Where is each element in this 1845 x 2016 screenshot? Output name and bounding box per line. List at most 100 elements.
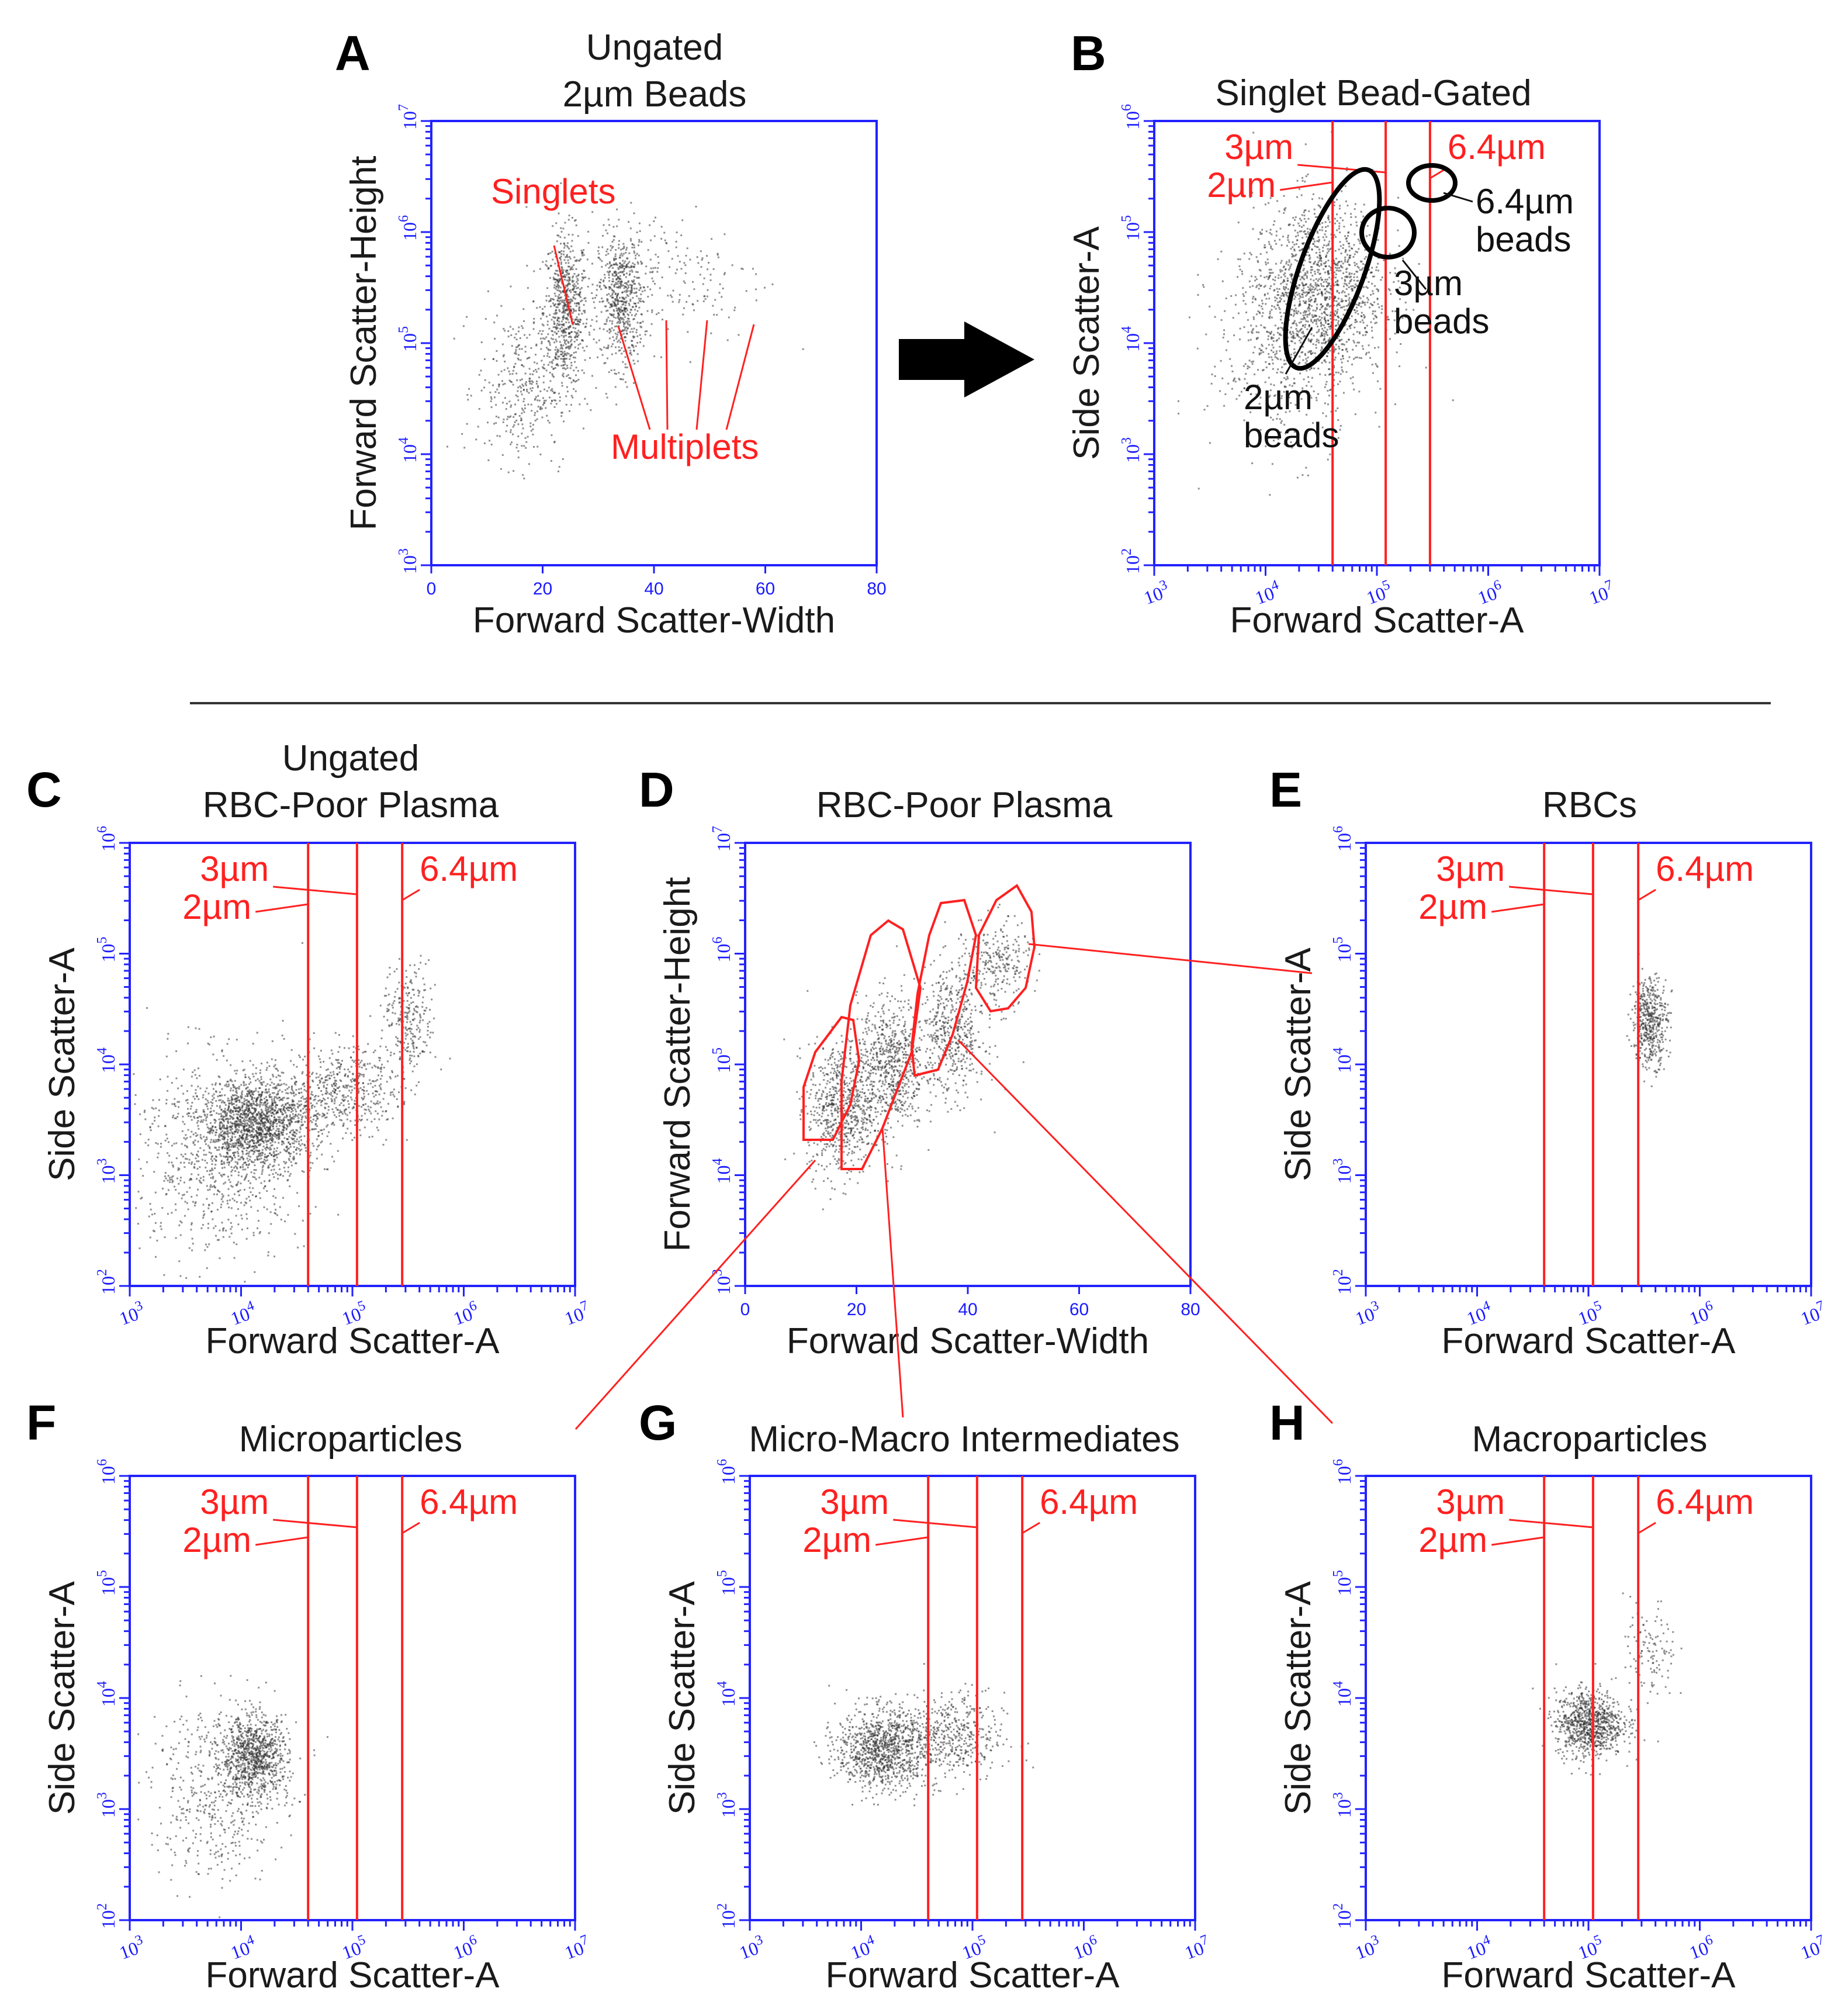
data-point — [653, 220, 655, 222]
data-point — [1280, 420, 1283, 422]
data-point — [628, 318, 630, 320]
data-point — [1410, 323, 1411, 326]
data-point — [1304, 310, 1306, 312]
data-point — [614, 255, 617, 258]
data-point — [577, 332, 579, 334]
data-point — [517, 390, 519, 392]
data-point — [1320, 279, 1323, 281]
data-point — [1303, 215, 1306, 217]
data-point — [635, 331, 638, 334]
data-point — [1355, 303, 1357, 306]
data-point — [258, 1080, 261, 1082]
data-point — [622, 248, 624, 250]
data-point — [541, 416, 544, 419]
data-point — [550, 402, 552, 404]
data-point — [262, 1136, 264, 1138]
data-point — [1318, 269, 1320, 271]
data-point — [529, 373, 531, 375]
data-point — [521, 325, 523, 327]
data-point — [227, 1136, 230, 1137]
data-point — [716, 254, 719, 256]
data-point — [1289, 267, 1291, 269]
population-6-4um-beads-line-1: 6.4µm — [1476, 182, 1574, 221]
data-point — [190, 1115, 192, 1118]
data-point — [496, 388, 499, 390]
data-point — [1323, 342, 1325, 344]
data-point — [1299, 392, 1301, 394]
data-point — [1350, 213, 1352, 215]
data-point — [1255, 325, 1258, 327]
y-tick-label: 106 — [396, 215, 420, 241]
data-point — [614, 272, 616, 274]
data-point — [248, 1092, 250, 1094]
data-point — [1268, 268, 1271, 271]
data-point — [545, 295, 548, 297]
data-point — [529, 422, 532, 424]
data-point — [249, 1159, 251, 1161]
data-point — [224, 1108, 226, 1110]
data-point — [1338, 345, 1340, 348]
data-point — [591, 297, 594, 299]
data-point — [560, 231, 563, 233]
data-point — [1310, 385, 1313, 388]
data-point — [553, 331, 556, 333]
data-point — [271, 1129, 273, 1132]
data-point — [1402, 257, 1404, 260]
data-point — [1290, 402, 1292, 404]
data-point — [1361, 221, 1362, 223]
data-point — [629, 238, 632, 240]
data-point — [597, 356, 599, 358]
data-point — [251, 1122, 254, 1124]
data-point — [1374, 347, 1376, 349]
data-point — [1398, 245, 1400, 247]
data-point — [602, 300, 604, 302]
data-point — [629, 352, 631, 355]
data-point — [1269, 389, 1272, 392]
data-point — [552, 390, 554, 392]
data-point — [1302, 269, 1304, 272]
data-point — [630, 309, 632, 311]
data-point — [1352, 256, 1355, 258]
data-point — [621, 254, 624, 257]
data-point — [487, 421, 489, 424]
data-point — [1337, 284, 1339, 286]
data-point — [567, 288, 569, 290]
data-point — [619, 378, 621, 380]
data-point — [608, 302, 610, 304]
data-point — [541, 308, 544, 310]
data-point — [626, 313, 629, 315]
data-point — [560, 326, 563, 328]
data-point — [1295, 243, 1297, 245]
data-point — [1269, 229, 1272, 231]
data-point — [1316, 283, 1318, 286]
data-point — [1316, 399, 1318, 402]
data-point — [1379, 388, 1382, 390]
data-point — [1312, 309, 1314, 312]
data-point — [1255, 313, 1258, 316]
data-point — [1233, 334, 1235, 337]
data-point — [538, 399, 541, 402]
data-point — [1303, 334, 1306, 337]
data-point — [563, 253, 565, 255]
data-point — [1305, 320, 1307, 322]
data-point — [1361, 261, 1363, 263]
data-point — [1334, 359, 1336, 361]
data-point — [250, 1090, 252, 1092]
data-point — [614, 302, 616, 305]
data-point — [621, 318, 623, 320]
data-point — [1328, 374, 1330, 376]
data-point — [572, 318, 574, 320]
data-point — [573, 273, 576, 275]
data-point — [1295, 312, 1297, 314]
data-point — [1234, 303, 1237, 306]
data-point — [548, 386, 550, 389]
data-point — [1373, 275, 1375, 278]
data-point — [1303, 312, 1305, 314]
data-point — [1303, 378, 1305, 381]
data-point — [1267, 262, 1269, 264]
data-point — [1283, 377, 1286, 379]
data-point — [1302, 289, 1304, 292]
data-point — [558, 309, 560, 311]
data-point — [229, 1080, 231, 1082]
data-point — [510, 334, 513, 336]
